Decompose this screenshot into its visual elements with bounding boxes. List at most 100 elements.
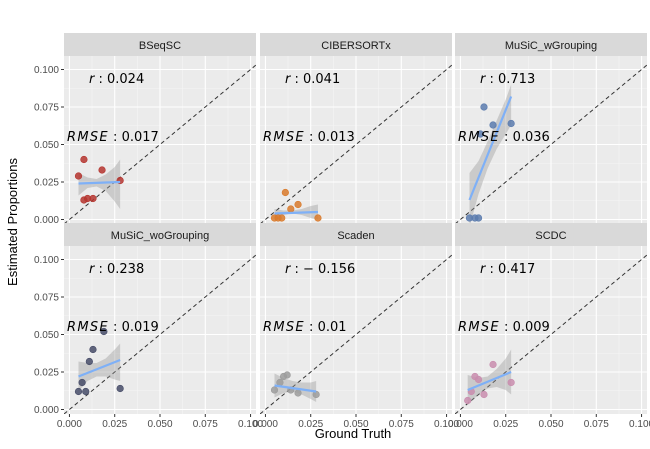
rmse-symbol: RMSE: [458, 320, 500, 335]
panel-strip: [455, 223, 647, 246]
data-point: [116, 384, 124, 393]
data-point: [85, 357, 93, 366]
correlation-value: : 0.024: [94, 72, 144, 87]
y-tick-label: 0.050: [34, 330, 59, 341]
correlation-annotation: r : 0.417: [480, 262, 535, 277]
panel-strip-label: BSeqSC: [139, 40, 181, 52]
correlation-annotation: r : 0.024: [89, 72, 144, 87]
x-tick-label: 0.000: [253, 419, 278, 430]
correlation-annotation: r : 0.238: [89, 262, 144, 277]
panel-cibersortx: CIBERSORTx r : 0.041 RMSE : 0.013: [260, 33, 452, 224]
panel-plot-area: [260, 246, 452, 414]
data-point: [507, 119, 515, 128]
correlation-symbol: r: [480, 262, 487, 277]
x-tick-label: 0.050: [538, 419, 563, 430]
panel-scdc: SCDC r : 0.417 RMSE : 0.009: [455, 223, 647, 414]
regression-line: [78, 358, 121, 378]
panel-strip-label: MuSiC_wGrouping: [505, 40, 597, 52]
x-tick-label: 0.050: [147, 419, 172, 430]
rmse-annotation: RMSE : 0.017: [67, 130, 159, 145]
data-point: [474, 375, 483, 384]
rmse-symbol: RMSE: [263, 130, 305, 145]
x-tick-label: 0.100: [238, 419, 263, 430]
correlation-symbol: r: [89, 72, 96, 87]
rmse-value: : 0.036: [500, 130, 550, 145]
regression-line: [274, 384, 317, 393]
data-point: [80, 155, 88, 164]
data-point: [476, 130, 484, 138]
x-tick-label: 0.100: [629, 419, 650, 430]
identity-line: [455, 254, 647, 414]
y-tick-label: 0.075: [34, 293, 59, 304]
rmse-value: : 0.009: [500, 320, 550, 335]
data-point: [287, 205, 295, 213]
rmse-annotation: RMSE : 0.036: [458, 130, 550, 145]
correlation-value: : 0.417: [485, 262, 535, 277]
panel-plot-area: [64, 56, 256, 224]
x-tick-label: 0.050: [343, 419, 368, 430]
identity-line: [260, 254, 452, 414]
panels-layer: BSeqSC r : 0.024 RMSE : 0.017 CIBERSORTx r :…: [64, 33, 647, 414]
confidence-band: [469, 84, 512, 224]
rmse-value: : 0.019: [109, 320, 159, 335]
data-point: [270, 386, 279, 394]
panel-strip: [64, 223, 256, 246]
panel-plot-area: [455, 246, 647, 414]
y-tick-label: 0.025: [34, 178, 59, 189]
data-point: [74, 172, 83, 180]
data-point: [74, 387, 83, 396]
data-point: [480, 103, 488, 111]
data-point: [278, 214, 286, 222]
rmse-annotation: RMSE : 0.019: [67, 320, 159, 335]
panel-strip: [455, 33, 647, 56]
data-point: [314, 214, 322, 222]
y-axis-title: Estimated Proportions: [5, 158, 20, 286]
x-tick-label: 0.100: [434, 419, 459, 430]
regression-line: [467, 370, 512, 392]
y-tick-label: 0.100: [34, 255, 59, 266]
correlation-annotation: r : 0.041: [285, 72, 340, 87]
data-point: [89, 345, 97, 354]
x-tick-label: 0.025: [493, 419, 518, 430]
correlation-symbol: r: [285, 72, 292, 87]
correlation-value: : 0.041: [290, 72, 340, 87]
correlation-symbol: r: [285, 262, 292, 277]
data-point: [464, 396, 472, 405]
panel-strip: [260, 33, 452, 56]
rmse-symbol: RMSE: [458, 130, 500, 145]
y-tick-label: 0.000: [34, 215, 59, 226]
data-point: [78, 378, 86, 387]
regression-line: [274, 210, 319, 215]
identity-line: [260, 64, 452, 224]
panel-scaden: Scaden r : − 0.156 RMSE : 0.01: [260, 223, 452, 414]
panel-bseqsc: BSeqSC r : 0.024 RMSE : 0.017: [64, 33, 256, 224]
data-point: [294, 200, 302, 209]
rmse-symbol: RMSE: [67, 320, 109, 335]
data-point: [82, 387, 90, 396]
x-tick-label: 0.000: [448, 419, 473, 430]
correlation-value: : − 0.156: [290, 262, 355, 277]
x-tick-label: 0.075: [389, 419, 414, 430]
data-point: [294, 389, 302, 397]
data-point: [98, 166, 106, 174]
identity-line: [64, 64, 256, 224]
rmse-annotation: RMSE : 0.013: [263, 130, 355, 145]
rmse-annotation: RMSE : 0.009: [458, 320, 550, 335]
y-tick-label: 0.075: [34, 103, 59, 114]
panel-strip-label: CIBERSORTx: [321, 40, 391, 52]
regression-line: [468, 96, 513, 201]
panel-plot-area: [64, 246, 256, 414]
y-tick-label: 0.100: [34, 65, 59, 76]
panel-strip-label: Scaden: [337, 230, 374, 242]
rmse-annotation: RMSE : 0.01: [263, 320, 347, 335]
identity-line: [455, 64, 647, 224]
panel-strip-label: MuSiC_woGrouping: [111, 230, 209, 242]
correlation-symbol: r: [480, 72, 487, 87]
x-tick-label: 0.000: [57, 419, 82, 430]
x-axis-title: Ground Truth: [315, 426, 392, 441]
rmse-value: : 0.017: [109, 130, 159, 145]
panel-plot-area: [455, 56, 647, 224]
y-tick-label: 0.025: [34, 368, 59, 379]
